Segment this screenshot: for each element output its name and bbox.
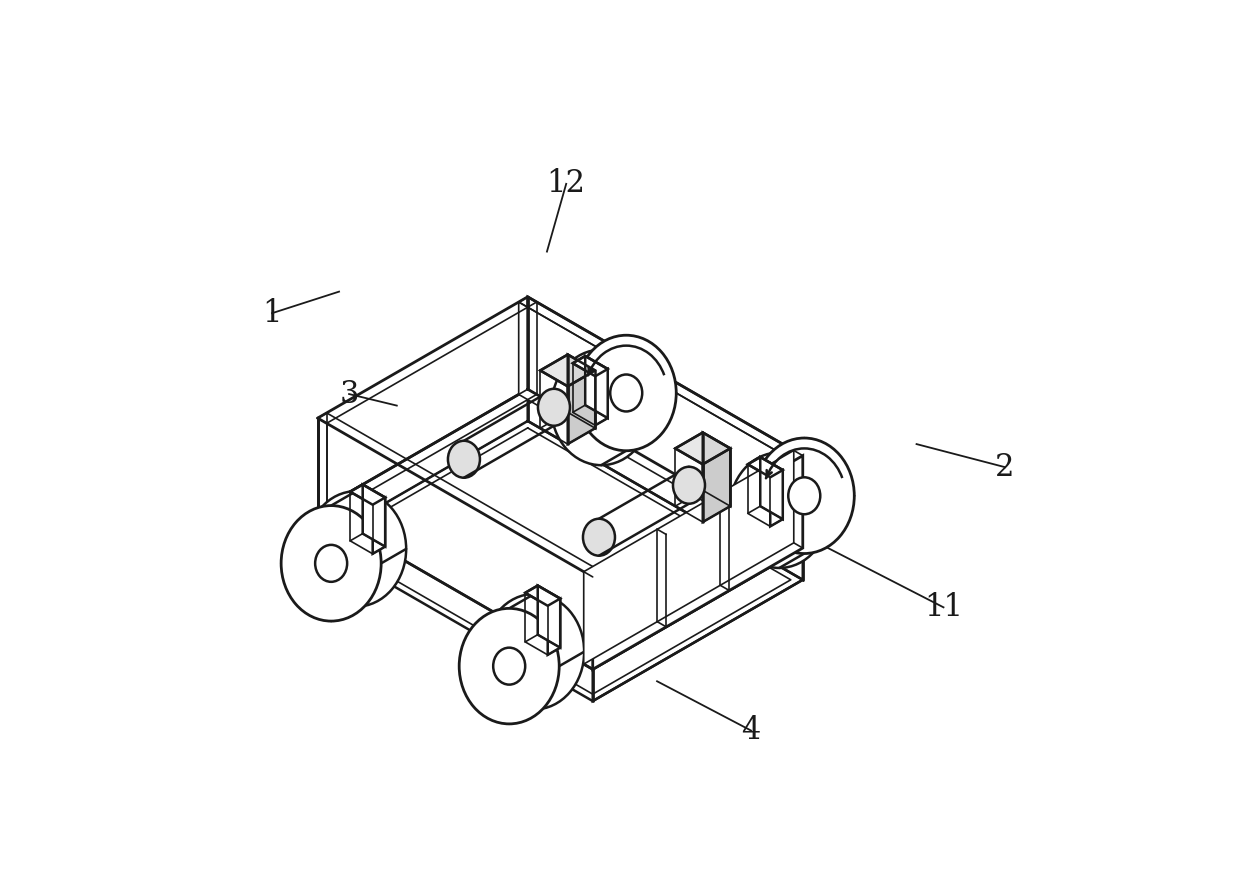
- Polygon shape: [573, 356, 608, 376]
- Polygon shape: [362, 484, 386, 547]
- Ellipse shape: [518, 633, 551, 670]
- Ellipse shape: [494, 648, 526, 685]
- Ellipse shape: [754, 438, 854, 554]
- Text: 2: 2: [996, 452, 1014, 483]
- Ellipse shape: [448, 441, 480, 477]
- Polygon shape: [526, 585, 560, 606]
- Ellipse shape: [306, 491, 407, 607]
- Polygon shape: [584, 450, 794, 664]
- Polygon shape: [703, 449, 730, 522]
- Ellipse shape: [583, 519, 615, 556]
- Polygon shape: [703, 433, 730, 506]
- Text: 11: 11: [924, 591, 963, 623]
- Ellipse shape: [552, 349, 651, 465]
- Polygon shape: [748, 457, 782, 477]
- Ellipse shape: [673, 467, 706, 503]
- Text: 4: 4: [742, 715, 760, 746]
- Ellipse shape: [281, 505, 381, 621]
- Ellipse shape: [610, 375, 642, 411]
- Ellipse shape: [538, 388, 570, 426]
- Polygon shape: [528, 389, 802, 580]
- Polygon shape: [317, 389, 802, 669]
- Polygon shape: [350, 484, 386, 504]
- Polygon shape: [568, 370, 595, 444]
- Polygon shape: [373, 497, 386, 554]
- Ellipse shape: [340, 530, 372, 567]
- Text: 12: 12: [547, 168, 585, 199]
- Polygon shape: [548, 598, 560, 655]
- Polygon shape: [593, 548, 802, 701]
- Polygon shape: [770, 470, 782, 526]
- Polygon shape: [593, 456, 802, 669]
- Polygon shape: [595, 369, 608, 425]
- Polygon shape: [541, 354, 595, 387]
- Text: 1: 1: [263, 298, 281, 328]
- Ellipse shape: [459, 608, 559, 724]
- Polygon shape: [518, 302, 794, 553]
- Ellipse shape: [484, 594, 584, 710]
- Polygon shape: [538, 585, 560, 648]
- Polygon shape: [760, 457, 782, 519]
- Ellipse shape: [764, 492, 795, 529]
- Ellipse shape: [315, 545, 347, 582]
- Polygon shape: [585, 356, 608, 418]
- Ellipse shape: [729, 452, 830, 568]
- Ellipse shape: [585, 389, 618, 426]
- Polygon shape: [528, 297, 802, 548]
- Polygon shape: [676, 433, 730, 464]
- Ellipse shape: [789, 477, 821, 514]
- Text: 3: 3: [340, 379, 358, 409]
- Polygon shape: [568, 354, 595, 429]
- Ellipse shape: [577, 335, 676, 450]
